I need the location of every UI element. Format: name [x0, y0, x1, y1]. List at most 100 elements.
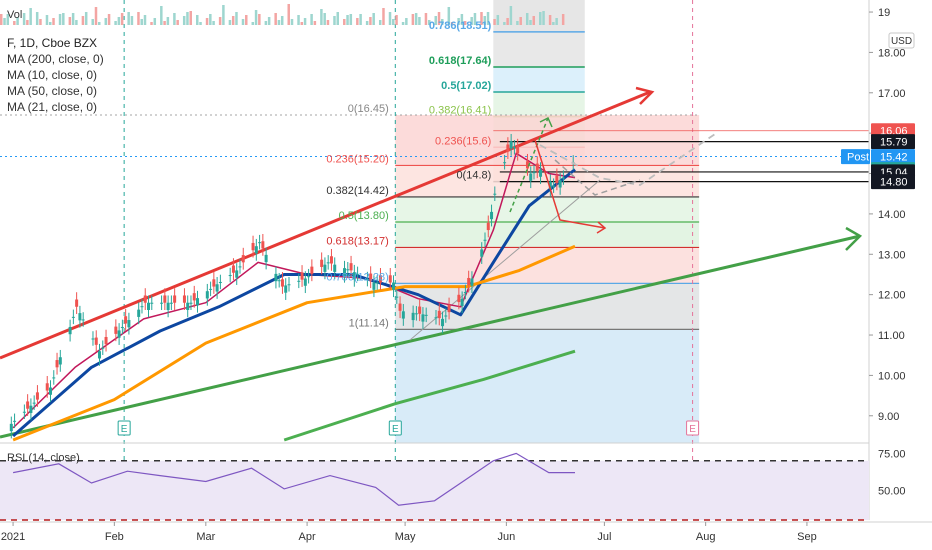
- candle-body[interactable]: [414, 313, 418, 315]
- candle-body[interactable]: [78, 313, 82, 321]
- candle-body[interactable]: [117, 330, 121, 338]
- candle-body[interactable]: [558, 180, 562, 188]
- candle-body[interactable]: [300, 272, 304, 280]
- candle-body[interactable]: [467, 277, 471, 286]
- candle-body[interactable]: [71, 316, 75, 318]
- earnings-marker[interactable]: [686, 420, 700, 436]
- candle-body[interactable]: [320, 259, 324, 267]
- candle-body[interactable]: [81, 319, 85, 321]
- candle-body[interactable]: [372, 282, 376, 290]
- candle-body[interactable]: [277, 280, 281, 282]
- candle-body[interactable]: [205, 291, 209, 299]
- candle-body[interactable]: [346, 269, 350, 271]
- candle-body[interactable]: [238, 266, 242, 268]
- candle-body[interactable]: [147, 302, 151, 310]
- candle-body[interactable]: [166, 302, 170, 310]
- candle-body[interactable]: [470, 278, 474, 286]
- candle-body[interactable]: [365, 279, 369, 281]
- candle-body[interactable]: [460, 298, 464, 306]
- candle-body[interactable]: [388, 275, 392, 283]
- candle-body[interactable]: [55, 360, 59, 368]
- candle-body[interactable]: [369, 273, 373, 281]
- candle-body[interactable]: [303, 278, 307, 286]
- candle-body[interactable]: [182, 295, 186, 303]
- candle-body[interactable]: [29, 405, 33, 413]
- candle-body[interactable]: [343, 268, 347, 276]
- candle-body[interactable]: [104, 336, 108, 345]
- candle-body[interactable]: [411, 312, 415, 321]
- candle-body[interactable]: [512, 147, 516, 149]
- candle-body[interactable]: [323, 264, 327, 272]
- candle-body[interactable]: [444, 315, 448, 317]
- candle-body[interactable]: [120, 326, 124, 328]
- candle-body[interactable]: [68, 326, 72, 335]
- candle-body[interactable]: [32, 402, 36, 404]
- candle-body[interactable]: [35, 392, 39, 400]
- candle-body[interactable]: [101, 347, 105, 349]
- candle-body[interactable]: [437, 310, 441, 319]
- candle-body[interactable]: [356, 273, 360, 275]
- candle-body[interactable]: [140, 306, 144, 308]
- candle-body[interactable]: [398, 303, 402, 311]
- candle-body[interactable]: [215, 284, 219, 292]
- candle-body[interactable]: [196, 298, 200, 306]
- candle-body[interactable]: [401, 311, 405, 319]
- candle-body[interactable]: [94, 337, 98, 345]
- candle-body[interactable]: [173, 295, 177, 303]
- candle-body[interactable]: [483, 239, 487, 241]
- candle-body[interactable]: [143, 295, 147, 303]
- candle-body[interactable]: [297, 280, 301, 282]
- candle-body[interactable]: [114, 326, 118, 334]
- candle-body[interactable]: [392, 282, 396, 290]
- candle-body[interactable]: [189, 302, 193, 304]
- candle-body[interactable]: [480, 249, 484, 257]
- candle-body[interactable]: [539, 169, 543, 177]
- candle-body[interactable]: [326, 262, 330, 264]
- candle-body[interactable]: [329, 256, 333, 264]
- candle-body[interactable]: [75, 299, 79, 307]
- candle-body[interactable]: [235, 270, 239, 278]
- candle-body[interactable]: [287, 284, 291, 286]
- candle-body[interactable]: [212, 279, 216, 287]
- candle-body[interactable]: [457, 294, 461, 303]
- candle-body[interactable]: [137, 309, 141, 317]
- candle-body[interactable]: [424, 314, 428, 316]
- candle-body[interactable]: [532, 172, 536, 174]
- candle-body[interactable]: [529, 173, 533, 181]
- candle-body[interactable]: [22, 411, 26, 413]
- candle-body[interactable]: [124, 316, 128, 324]
- candle-body[interactable]: [218, 281, 222, 283]
- candle-body[interactable]: [91, 338, 95, 340]
- candle-body[interactable]: [45, 383, 49, 391]
- candle-body[interactable]: [395, 296, 399, 298]
- candle-body[interactable]: [251, 242, 255, 251]
- earnings-marker[interactable]: [117, 420, 131, 436]
- candle-body[interactable]: [463, 291, 467, 293]
- candle-body[interactable]: [441, 318, 445, 327]
- candle-body[interactable]: [561, 177, 565, 179]
- candle-body[interactable]: [535, 163, 539, 171]
- candle-body[interactable]: [375, 282, 379, 284]
- candle-body[interactable]: [49, 387, 53, 395]
- candle-body[interactable]: [352, 272, 356, 280]
- candle-body[interactable]: [434, 317, 438, 319]
- candle-body[interactable]: [284, 285, 288, 293]
- candle-body[interactable]: [418, 306, 422, 314]
- candle-body[interactable]: [516, 146, 520, 154]
- currency-badge[interactable]: USD: [888, 32, 915, 49]
- candle-body[interactable]: [127, 320, 131, 328]
- candle-body[interactable]: [548, 181, 552, 189]
- candle-body[interactable]: [241, 255, 245, 263]
- candle-body[interactable]: [525, 161, 529, 169]
- candle-body[interactable]: [228, 275, 232, 277]
- candle-body[interactable]: [163, 295, 167, 303]
- candle-body[interactable]: [310, 266, 314, 274]
- candle-body[interactable]: [274, 273, 278, 282]
- candle-body[interactable]: [333, 264, 337, 272]
- candle-body[interactable]: [231, 265, 235, 273]
- candle-body[interactable]: [421, 314, 425, 322]
- candle-body[interactable]: [160, 302, 164, 304]
- candle-body[interactable]: [493, 193, 497, 195]
- candle-body[interactable]: [254, 246, 258, 254]
